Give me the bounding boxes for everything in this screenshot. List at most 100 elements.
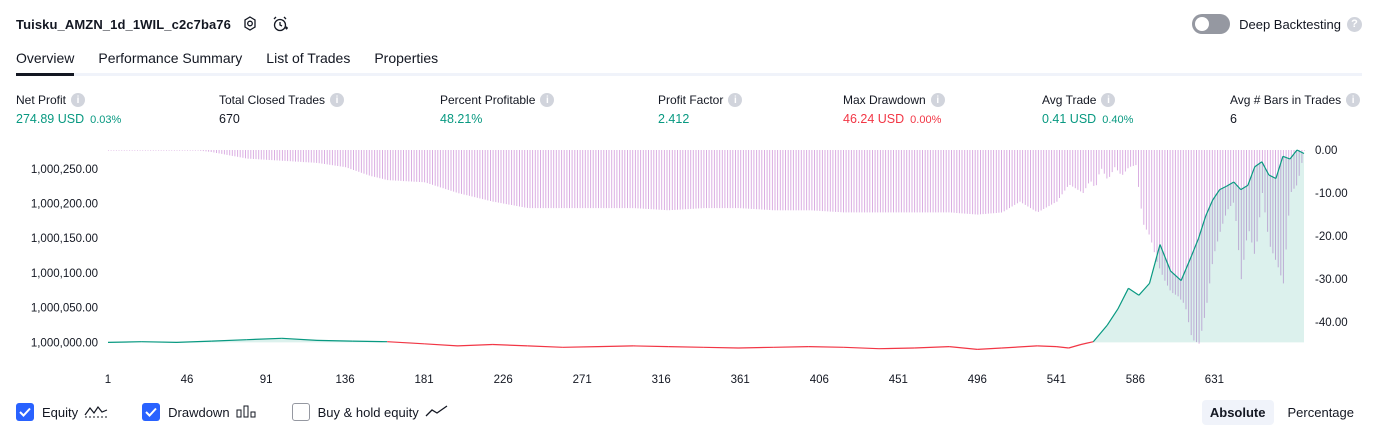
drawdown-bar <box>787 150 789 211</box>
buy-hold-checkbox[interactable] <box>291 403 310 421</box>
drawdown-bar <box>1048 150 1050 207</box>
drawdown-bar <box>466 150 468 196</box>
settings-icon[interactable] <box>239 13 261 35</box>
info-icon[interactable]: i <box>330 93 345 107</box>
drawdown-bar <box>1077 150 1079 190</box>
info-icon[interactable]: i <box>1101 93 1116 107</box>
drawdown-bar <box>508 150 510 205</box>
drawdown-bar <box>779 150 781 211</box>
drawdown-bar <box>189 150 191 151</box>
drawdown-bar <box>439 150 441 188</box>
drawdown-bar <box>184 150 186 151</box>
drawdown-bar <box>906 150 908 213</box>
info-icon[interactable]: i <box>728 93 743 107</box>
drawdown-bar <box>869 150 871 213</box>
drawdown-bar <box>1230 150 1232 206</box>
drawdown-bar <box>785 150 786 211</box>
drawdown-bar <box>792 150 794 211</box>
drawdown-bar <box>1032 150 1034 210</box>
equity-segment <box>773 346 809 348</box>
drawdown-bar <box>537 150 539 209</box>
drawdown-bar <box>1248 150 1250 232</box>
drawdown-bar <box>1024 150 1026 205</box>
drawdown-bar <box>711 150 713 209</box>
drawdown-bar <box>1177 150 1179 297</box>
report-tabs: Overview Performance Summary List of Tra… <box>16 40 1362 76</box>
drawdown-bar <box>445 150 447 190</box>
drawdown-bar <box>1148 150 1150 235</box>
legend-label: Equity <box>42 404 79 420</box>
drawdown-bar <box>856 150 858 213</box>
drawdown-bar <box>819 150 821 211</box>
drawdown-bar <box>450 150 452 191</box>
drawdown-bar <box>1003 150 1005 212</box>
absolute-button[interactable]: Absolute <box>1201 399 1274 425</box>
tab-overview[interactable]: Overview <box>16 40 75 76</box>
drawdown-bar <box>827 150 829 212</box>
drawdown-bar <box>252 150 254 159</box>
drawdown-bar <box>492 150 494 202</box>
percentage-button[interactable]: Percentage <box>1287 404 1355 420</box>
drawdown-bar <box>384 150 386 180</box>
equity-segment <box>1001 345 1038 349</box>
equity-checkbox[interactable] <box>16 403 34 421</box>
legend-label: Buy & hold equity <box>317 404 419 420</box>
drawdown-bar <box>590 150 592 209</box>
drawdown-bar <box>519 150 520 207</box>
info-icon[interactable]: i <box>930 93 945 107</box>
drawdown-bar <box>679 150 681 210</box>
drawdown-bar <box>1117 150 1118 171</box>
info-icon[interactable]: i <box>71 93 86 107</box>
x-axis-tick: 496 <box>968 374 987 386</box>
toggle-knob <box>1195 17 1210 31</box>
info-icon[interactable]: i <box>1346 93 1361 107</box>
drawdown-bar <box>113 150 115 151</box>
alarm-clock-icon[interactable] <box>269 13 291 35</box>
drawdown-bar <box>579 150 581 209</box>
drawdown-bar <box>529 150 531 209</box>
drawdown-bar <box>640 150 642 209</box>
right-axis-tick: 0.00 <box>1315 145 1337 157</box>
deep-backtesting-toggle[interactable] <box>1192 14 1231 34</box>
drawdown-bar <box>940 150 942 213</box>
drawdown-checkbox[interactable] <box>142 403 161 421</box>
legend-buy-hold[interactable]: Buy & hold equity <box>291 403 449 421</box>
tab-properties[interactable]: Properties <box>374 50 439 66</box>
drawdown-bar <box>608 150 610 209</box>
drawdown-bar <box>297 150 299 162</box>
help-icon[interactable]: ? <box>1347 16 1362 32</box>
equity-drawdown-chart[interactable]: 1,000,000.00 1,000,050.00 1,000,100.00 1,00… <box>0 138 1379 393</box>
drawdown-bar <box>371 150 373 177</box>
drawdown-bar <box>1301 150 1303 163</box>
equity-segment <box>107 341 142 343</box>
drawdown-bar <box>605 150 607 209</box>
drawdown-bar <box>821 150 823 212</box>
drawdown-bar <box>1156 150 1158 262</box>
drawdown-bar <box>695 150 697 209</box>
stat-value: 46.24 USD <box>843 112 905 126</box>
drawdown-bar <box>166 150 167 151</box>
legend-equity[interactable]: Equity <box>16 403 108 421</box>
drawdown-bar <box>160 150 162 151</box>
drawdown-bar <box>648 150 649 209</box>
drawdown-bar <box>1088 150 1089 184</box>
drawdown-bar <box>395 150 397 181</box>
drawdown-bar <box>208 150 210 152</box>
tab-list-of-trades[interactable]: List of Trades <box>266 50 351 66</box>
drawdown-bar <box>1027 150 1029 207</box>
drawdown-bar <box>658 150 660 210</box>
drawdown-bar <box>1174 150 1176 295</box>
drawdown-bar <box>442 150 444 189</box>
equity-segment <box>1170 270 1182 282</box>
drawdown-bar <box>853 150 855 213</box>
tab-performance-summary[interactable]: Performance Summary <box>98 50 243 66</box>
equity-segment <box>878 347 915 350</box>
drawdown-bar <box>1264 150 1266 213</box>
equity-segment <box>597 345 634 348</box>
left-axis-tick: 1,000,250.00 <box>31 164 98 176</box>
stats-row: Net Profit i 274.89 USD 0.03% Total Closed… <box>0 93 1379 133</box>
drawdown-bar <box>521 150 523 207</box>
legend-drawdown[interactable]: Drawdown <box>142 403 257 421</box>
info-icon[interactable]: i <box>540 93 555 107</box>
equity-segment <box>1068 343 1082 349</box>
